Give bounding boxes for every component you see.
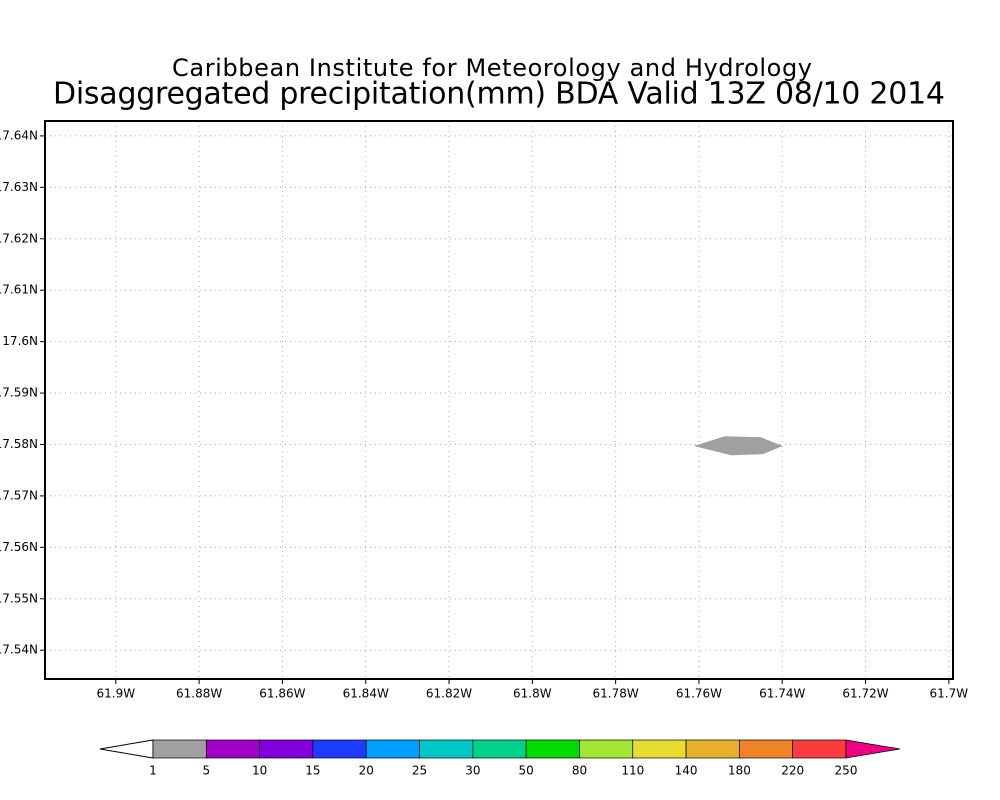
x-tick-label: 61.84W (343, 687, 389, 701)
colorbar-label: 110 (621, 764, 644, 778)
y-tick-label: 17.55N (0, 591, 38, 605)
colorbar-over (845, 739, 901, 759)
x-tick-label: 61.9W (97, 687, 136, 701)
colorbar-box (152, 739, 207, 759)
colorbar-label: 5 (202, 764, 210, 778)
x-tick-label: 61.88W (176, 687, 222, 701)
y-tick-label: 17.63N (0, 180, 38, 194)
colorbar-box (525, 739, 580, 759)
colorbar-label: 220 (781, 764, 804, 778)
colorbar-box (312, 739, 367, 759)
x-tick-label: 61.8W (513, 687, 552, 701)
colorbar-label: 250 (835, 764, 858, 778)
x-tick-label: 61.86W (259, 687, 305, 701)
colorbar-label: 50 (519, 764, 534, 778)
colorbar-box (472, 739, 527, 759)
colorbar-box (632, 739, 687, 759)
plot-frame (44, 120, 954, 680)
y-tick-label: 17.62N (0, 231, 38, 245)
x-tick-label: 61.82W (426, 687, 472, 701)
y-tick-label: 17.58N (0, 437, 38, 451)
y-tick-label: 17.56N (0, 540, 38, 554)
colorbar-label: 1 (149, 764, 157, 778)
chart-title: Caribbean Institute for Meteorology and … (172, 54, 812, 82)
y-tick-label: 17.59N (0, 386, 38, 400)
colorbar-label: 15 (305, 764, 320, 778)
x-tick-label: 61.72W (842, 687, 888, 701)
y-tick-label: 17.64N (0, 128, 38, 142)
y-tick-label: 17.6N (2, 334, 38, 348)
x-tick-label: 61.7W (930, 687, 969, 701)
chart-subtitle: Disaggregated precipitation(mm) BDA Vali… (53, 77, 945, 112)
colorbar-box (685, 739, 740, 759)
colorbar-label: 20 (359, 764, 374, 778)
colorbar-box (259, 739, 314, 759)
colorbar-label: 140 (675, 764, 698, 778)
colorbar-label: 10 (252, 764, 267, 778)
colorbar-box (792, 739, 847, 759)
y-tick-label: 17.57N (0, 488, 38, 502)
x-tick-label: 61.76W (676, 687, 722, 701)
colorbar-box (579, 739, 634, 759)
x-tick-label: 61.78W (593, 687, 639, 701)
x-tick-label: 61.74W (759, 687, 805, 701)
colorbar-label: 25 (412, 764, 427, 778)
colorbar-box (419, 739, 474, 759)
colorbar-label: 180 (728, 764, 751, 778)
colorbar-box (739, 739, 794, 759)
colorbar-label: 30 (465, 764, 480, 778)
y-tick-label: 17.61N (0, 283, 38, 297)
colorbar-label: 80 (572, 764, 587, 778)
colorbar-box (365, 739, 420, 759)
colorbar-box (205, 739, 260, 759)
precip-area (693, 436, 783, 456)
y-tick-label: 17.54N (0, 643, 38, 657)
